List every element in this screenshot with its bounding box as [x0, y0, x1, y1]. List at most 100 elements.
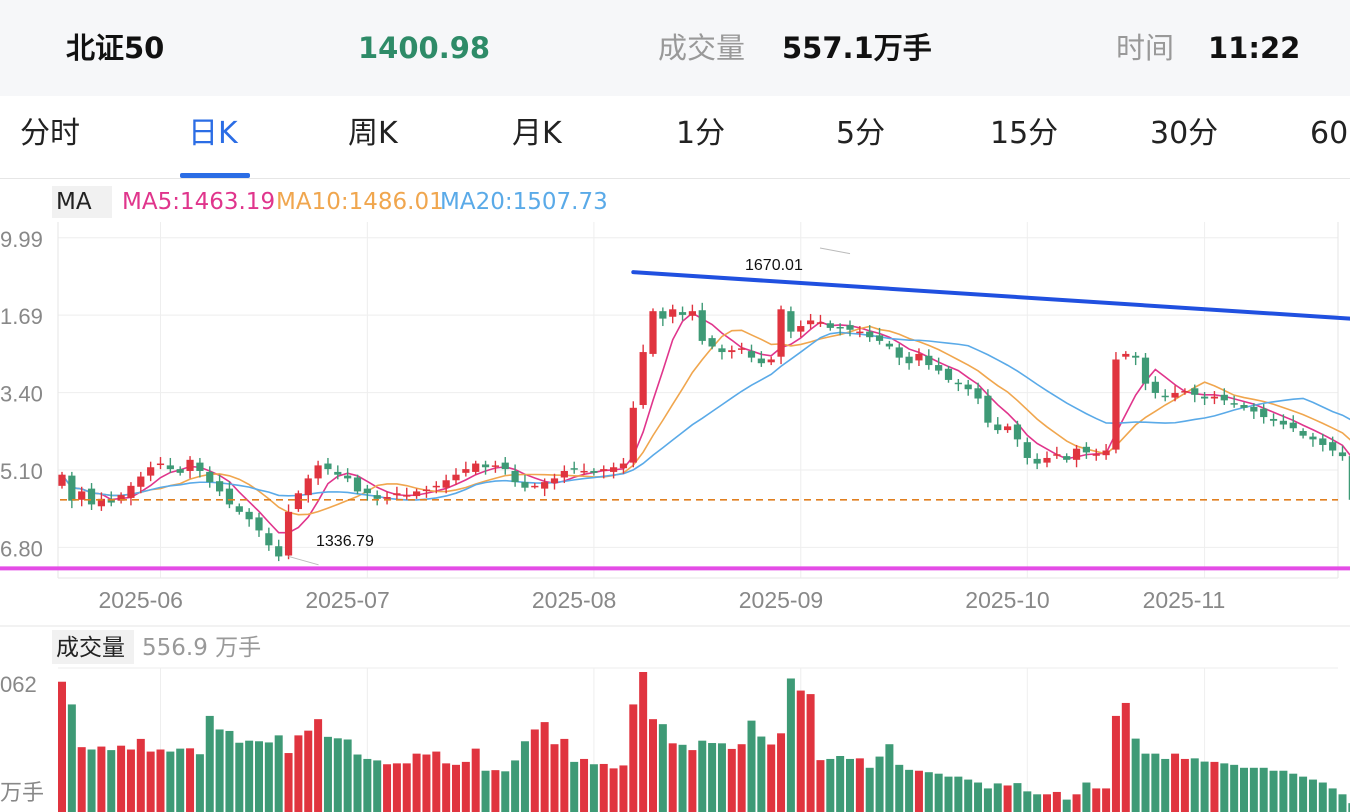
- price-tick-label: 3.40: [0, 382, 43, 407]
- candle-body: [255, 517, 263, 531]
- candle-body: [314, 465, 322, 479]
- volume-bar: [550, 744, 559, 812]
- volume-bar: [885, 744, 894, 812]
- candle-body: [1072, 448, 1081, 460]
- candle-body: [422, 489, 431, 492]
- axis-labels: 9.99 1.69 3.40 5.10 6.80 2025-06 2025-07 2025-0…: [0, 227, 1225, 805]
- candle-body: [107, 498, 115, 503]
- volume-bar: [786, 678, 795, 812]
- max-price-annotation: 1670.01: [745, 257, 803, 274]
- tab-30min[interactable]: 30分: [1150, 116, 1219, 151]
- quote-header: 北证50 1400.98 成交量 557.1万手 时间 11:22: [0, 0, 1350, 96]
- tab-daily-k[interactable]: 日K: [188, 116, 238, 151]
- candle-body: [1309, 436, 1317, 440]
- volume-bar: [1043, 794, 1051, 812]
- volume-bar: [383, 764, 392, 812]
- candle-body: [964, 384, 972, 390]
- volume-bar: [235, 742, 244, 812]
- candle-body: [462, 469, 470, 473]
- candle-body: [265, 533, 273, 546]
- tab-intraday[interactable]: 分时: [20, 116, 80, 151]
- candle-body: [590, 470, 598, 473]
- volume-bar: [1210, 761, 1219, 812]
- tab-weekly-k[interactable]: 周K: [348, 116, 398, 151]
- volume-bar: [501, 771, 510, 812]
- candle-body: [1082, 446, 1090, 453]
- candle-body: [1023, 442, 1031, 458]
- ma-legend-box[interactable]: [52, 186, 112, 218]
- volume-bar: [225, 730, 234, 812]
- tab-15min[interactable]: 15分: [990, 116, 1059, 151]
- candle-body: [738, 348, 746, 350]
- volume-bar: [1200, 761, 1209, 812]
- volume-bar: [895, 764, 904, 812]
- volume-bar: [1062, 799, 1071, 812]
- candle-body: [58, 474, 66, 486]
- candle-body: [1201, 396, 1209, 399]
- candle-body: [974, 388, 982, 399]
- tab-5min[interactable]: 5分: [836, 116, 886, 151]
- candle-body: [235, 506, 243, 512]
- volume-bar: [540, 722, 549, 812]
- candle-body: [600, 469, 608, 471]
- volume-bar: [58, 681, 66, 812]
- candle-body: [511, 470, 519, 483]
- candle-body: [866, 331, 874, 338]
- candle-body: [413, 491, 421, 497]
- candle-body: [452, 474, 460, 481]
- volume-bar: [402, 763, 411, 812]
- candle-body: [383, 496, 391, 499]
- candle-body: [1112, 359, 1120, 450]
- volume-legend-box[interactable]: [52, 630, 134, 664]
- candle-body: [1092, 454, 1100, 456]
- volume-bar: [1151, 753, 1160, 812]
- price-tick-label: 9.99: [0, 227, 43, 252]
- candle-body: [984, 395, 992, 423]
- volume-bar: [245, 740, 254, 812]
- volume-bar: [816, 760, 825, 812]
- candle-body: [166, 465, 174, 470]
- volume-bar: [1259, 767, 1268, 812]
- tab-60min[interactable]: 60: [1310, 116, 1349, 151]
- volume-bar: [737, 744, 746, 812]
- candle-body: [1240, 405, 1248, 408]
- date-tick-label: 2025-06: [99, 587, 183, 613]
- candle-body: [156, 463, 165, 466]
- volume-legend-value: 556.9 万手: [142, 635, 262, 661]
- volume-unit-label: 万手: [0, 780, 44, 805]
- candle-body: [403, 495, 411, 497]
- tab-1min[interactable]: 1分: [676, 116, 726, 151]
- volume-bar: [1072, 794, 1081, 812]
- candle-body: [521, 482, 529, 488]
- volume-bar: [934, 773, 943, 812]
- candle-body: [915, 353, 923, 361]
- volume-bar: [392, 763, 401, 812]
- candle-body: [324, 463, 332, 470]
- volume-bar: [974, 782, 983, 812]
- volume-bar: [166, 751, 175, 812]
- candle-body: [610, 467, 618, 472]
- candle-body: [994, 424, 1002, 431]
- volume-bar: [77, 747, 86, 812]
- candle-body: [472, 463, 480, 472]
- candle-body: [1161, 395, 1169, 398]
- candle-body: [491, 465, 499, 467]
- volume-bar: [560, 738, 569, 812]
- volume-bar: [658, 724, 667, 812]
- volume-bar: [422, 754, 431, 812]
- candle-body: [550, 478, 559, 484]
- volume-bar: [304, 730, 313, 812]
- candle-body: [216, 481, 224, 492]
- candle-body: [78, 491, 86, 500]
- candle-body: [905, 356, 913, 364]
- candle-body: [885, 343, 893, 347]
- volume-bar: [806, 694, 815, 812]
- volume-bar: [619, 765, 628, 812]
- volume-bar: [905, 769, 914, 812]
- volume-bar: [1220, 763, 1229, 812]
- min-price-annotation: 1336.79: [316, 533, 374, 550]
- candle-body: [1141, 357, 1150, 384]
- tab-monthly-k[interactable]: 月K: [512, 116, 562, 151]
- volume-tick-label: 062: [0, 672, 37, 697]
